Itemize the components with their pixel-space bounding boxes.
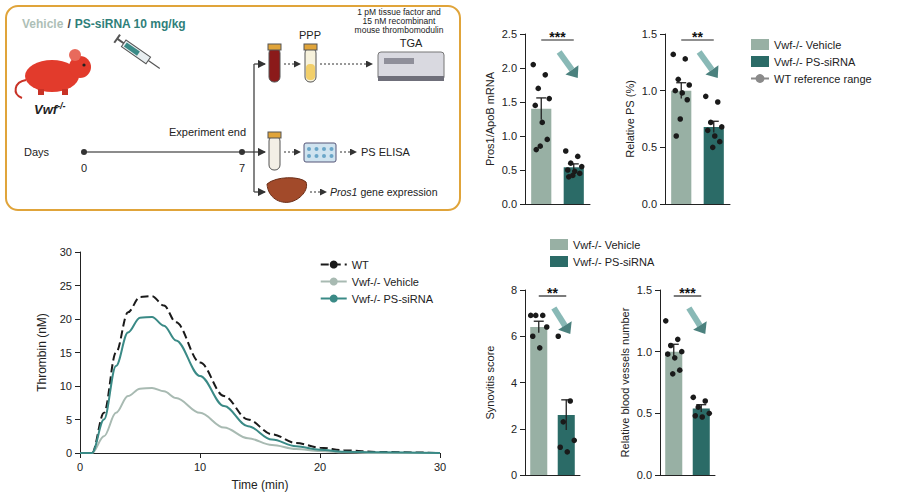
svg-text:15 nM recombinant: 15 nM recombinant [362,16,436,26]
svg-text:0: 0 [511,469,517,481]
svg-text:8: 8 [511,284,517,296]
svg-text:20: 20 [60,313,72,325]
svg-text:0.5: 0.5 [637,407,652,419]
svg-text:4: 4 [511,377,517,389]
svg-text:0.5: 0.5 [642,141,657,153]
svg-text:Vwf-/- PS-siRNA: Vwf-/- PS-siRNA [573,256,655,268]
svg-text:2: 2 [511,423,517,435]
svg-text:0.5: 0.5 [502,164,517,176]
svg-text:1.5: 1.5 [502,96,517,108]
svg-text:0: 0 [77,461,83,473]
svg-text:1.0: 1.0 [502,130,517,142]
svg-text:30: 30 [60,246,72,258]
svg-text:2.0: 2.0 [502,62,517,74]
svg-text:0: 0 [66,447,72,459]
svg-text:Vwf-/-: Vwf-/- [34,101,66,117]
svg-text:0.0: 0.0 [502,198,517,210]
svg-text:PS ELISA: PS ELISA [361,146,411,158]
svg-text:1 pM tissue factor and: 1 pM tissue factor and [357,7,441,17]
svg-text:10: 10 [194,461,206,473]
svg-text:1.5: 1.5 [642,28,657,40]
svg-text:0: 0 [81,162,87,174]
svg-text:7: 7 [239,162,245,174]
svg-text:**: ** [692,29,703,45]
svg-text:Vehicle/PS-siRNA 10 mg/kg: Vehicle/PS-siRNA 10 mg/kg [22,17,186,31]
svg-text:Experiment end: Experiment end [169,126,246,138]
svg-text:TGA: TGA [400,37,423,49]
svg-text:10: 10 [60,380,72,392]
svg-text:1.5: 1.5 [637,284,652,296]
svg-text:20: 20 [314,461,326,473]
svg-text:***: *** [679,285,696,301]
svg-text:PPP: PPP [299,29,321,41]
svg-text:WT reference range: WT reference range [774,73,872,85]
svg-text:***: *** [549,29,566,45]
svg-text:Pros1gene expression: Pros1gene expression [330,186,438,198]
svg-text:WT: WT [352,259,369,271]
svg-text:15: 15 [60,347,72,359]
svg-text:Relative PS (%): Relative PS (%) [624,80,636,158]
svg-text:mouse thrombomodulin: mouse thrombomodulin [355,25,444,35]
svg-text:5: 5 [66,414,72,426]
svg-text:Vwf-/- PS-siRNA: Vwf-/- PS-siRNA [352,293,434,305]
svg-text:1.0: 1.0 [637,346,652,358]
svg-text:**: ** [547,285,558,301]
svg-text:Days: Days [24,146,50,158]
svg-text:Vwf-/- PS-siRNA: Vwf-/- PS-siRNA [774,56,856,68]
svg-text:0.0: 0.0 [637,469,652,481]
svg-text:Vwf-/- Vehicle: Vwf-/- Vehicle [352,276,419,288]
svg-text:6: 6 [511,330,517,342]
svg-text:Pros1/ApoB mRNA: Pros1/ApoB mRNA [484,71,496,166]
svg-text:Time (min): Time (min) [232,478,289,492]
svg-text:Vwf-/- Vehicle: Vwf-/- Vehicle [573,239,640,251]
svg-text:0.0: 0.0 [642,198,657,210]
svg-text:1.0: 1.0 [642,85,657,97]
svg-text:Vwf-/- Vehicle: Vwf-/- Vehicle [774,39,841,51]
svg-text:Synovitis score: Synovitis score [484,346,496,420]
svg-text:Relative blood vessels number: Relative blood vessels number [619,307,631,457]
svg-text:25: 25 [60,280,72,292]
svg-text:2.5: 2.5 [502,28,517,40]
svg-text:30: 30 [434,461,446,473]
svg-text:Thrombin (nM): Thrombin (nM) [35,313,49,392]
